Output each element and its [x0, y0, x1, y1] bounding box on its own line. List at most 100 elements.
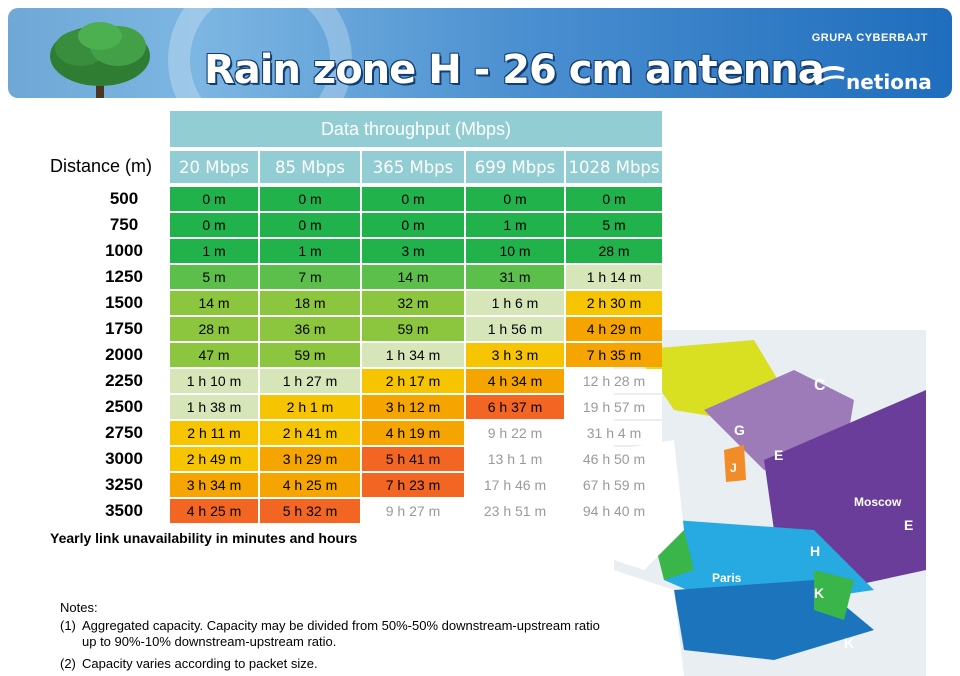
note-item: (2) Capacity varies according to packet … — [60, 656, 600, 672]
table-cell: 0 m — [362, 213, 464, 237]
table-cell: 3 m — [362, 239, 464, 263]
map-label: F — [628, 535, 637, 551]
map-label: K — [844, 635, 854, 651]
table-cell: 12 h 28 m — [566, 369, 662, 393]
table-cell: 17 h 46 m — [466, 473, 564, 497]
table-cell: 7 h 23 m — [362, 473, 464, 497]
distance-cell: 1500 — [105, 293, 143, 312]
table-cell: 0 m — [260, 213, 360, 237]
map-label: K — [814, 585, 824, 601]
distance-cell: 1750 — [105, 319, 143, 338]
table-cell: 18 m — [260, 291, 360, 315]
table-cell: 0 m — [362, 187, 464, 211]
table-cell: 9 h 27 m — [362, 499, 464, 523]
speed-header-cell: 1028 Mbps — [566, 151, 662, 183]
table-cell: 1 h 27 m — [260, 369, 360, 393]
header-banner: Rain zone H - 26 cm antenna GRUPA CYBERB… — [8, 8, 952, 98]
speed-header-cell: 20 Mbps — [170, 151, 258, 183]
note-number: (1) — [60, 618, 76, 633]
distance-cell: 2500 — [105, 397, 143, 416]
notes-section: Notes: (1) Aggregated capacity. Capacity… — [60, 600, 600, 672]
table-cell: 1 h 14 m — [566, 265, 662, 289]
table-cell: 14 m — [170, 291, 258, 315]
table-cell: 9 h 22 m — [466, 421, 564, 445]
map-label: Moscow — [854, 495, 902, 509]
table-cell: 3 h 29 m — [260, 447, 360, 471]
table-cell: 4 h 25 m — [260, 473, 360, 497]
table-cell: 1 h 56 m — [466, 317, 564, 341]
distance-cell: 1250 — [105, 267, 143, 286]
table-cell: 10 m — [466, 239, 564, 263]
table-cell: 14 m — [362, 265, 464, 289]
table-cell: 0 m — [566, 187, 662, 211]
table-cell: 19 h 57 m — [566, 395, 662, 419]
table-cell: 1 m — [466, 213, 564, 237]
map-label: G — [734, 422, 745, 438]
table-cell: 0 m — [466, 187, 564, 211]
map-label: C — [814, 377, 826, 394]
table-cell: 1 h 38 m — [170, 395, 258, 419]
table-cell: 1 h 10 m — [170, 369, 258, 393]
distance-cell: 500 — [109, 189, 139, 208]
table-cell: 5 h 41 m — [362, 447, 464, 471]
table-cell: 4 h 29 m — [566, 317, 662, 341]
note-text: Capacity varies according to packet size… — [82, 656, 318, 671]
page-title: Rain zone H - 26 cm antenna — [204, 47, 825, 93]
table-cell: 0 m — [170, 187, 258, 211]
table-cell: 5 h 32 m — [260, 499, 360, 523]
notes-title: Notes: — [60, 600, 98, 615]
distance-cell: 750 — [109, 215, 139, 234]
logo-swoosh-icon — [812, 66, 845, 86]
table-cell: 7 h 35 m — [566, 343, 662, 367]
distance-cell: 2000 — [105, 345, 143, 364]
table-cell: 1 m — [260, 239, 360, 263]
distance-cell: 2750 — [105, 423, 143, 442]
table-cell: 4 h 25 m — [170, 499, 258, 523]
table-cell: 2 h 41 m — [260, 421, 360, 445]
map-label: H — [810, 543, 820, 559]
distance-cell: 3000 — [105, 449, 143, 468]
table-cell: 32 m — [362, 291, 464, 315]
table-cell: 4 h 19 m — [362, 421, 464, 445]
distance-cell: 1000 — [105, 241, 143, 260]
table-cell: 67 h 59 m — [566, 473, 662, 497]
table-cell: 0 m — [260, 187, 360, 211]
table-cell: 28 m — [170, 317, 258, 341]
note-text: Aggregated capacity. Capacity may be div… — [82, 618, 600, 649]
table-cell: 47 m — [170, 343, 258, 367]
table-cell: 46 h 50 m — [566, 447, 662, 471]
table-cell: 2 h 1 m — [260, 395, 360, 419]
table-cell: 4 h 34 m — [466, 369, 564, 393]
table-cell: 2 h 17 m — [362, 369, 464, 393]
table-cell: 1 h 6 m — [466, 291, 564, 315]
table-cell: 13 h 1 m — [466, 447, 564, 471]
table-caption: Yearly link unavailability in minutes an… — [50, 530, 358, 546]
table-cell: 23 h 51 m — [466, 499, 564, 523]
distance-cell: 3250 — [105, 475, 143, 494]
distance-cell: 2250 — [105, 371, 143, 390]
speed-header-cell: 699 Mbps — [466, 151, 564, 183]
netiona-logo: netiona — [812, 58, 932, 98]
note-number: (2) — [60, 656, 76, 671]
speed-header-row: 20 Mbps 85 Mbps 365 Mbps 699 Mbps 1028 Mbps — [170, 151, 664, 183]
table-cell: 5 m — [170, 265, 258, 289]
map-label: H — [636, 555, 646, 571]
map-label: Paris — [712, 571, 742, 585]
table-cell: 7 m — [260, 265, 360, 289]
throughput-header: Data throughput (Mbps) — [170, 111, 662, 147]
distance-cell: 3500 — [105, 501, 143, 520]
map-label: J — [730, 461, 737, 475]
table-cell: 2 h 30 m — [566, 291, 662, 315]
table-cell: 1 m — [170, 239, 258, 263]
table-cell: 5 m — [566, 213, 662, 237]
